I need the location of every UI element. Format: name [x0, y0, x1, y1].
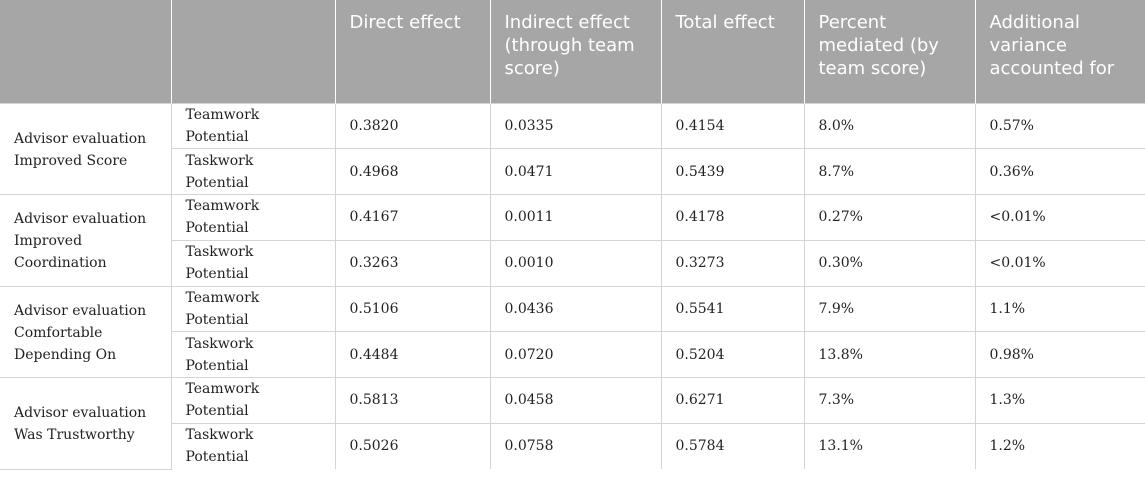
direct-effect-cell: 0.5026 — [334, 422, 491, 469]
header-additional-variance: Additional variance accounted for — [974, 0, 1145, 103]
potential-cell: Taskwork Potential — [171, 148, 336, 195]
direct-effect-cell: 0.5106 — [334, 285, 491, 333]
table-row: Advisor evaluation Improved Coordination… — [0, 194, 1145, 287]
percent-mediated-cell: 13.8% — [803, 331, 976, 378]
additional-variance-cell: 1.3% — [974, 377, 1145, 424]
total-effect-cell: 0.4178 — [660, 194, 805, 241]
direct-effect-cell: 0.5813 — [334, 377, 491, 424]
potential-cell: Teamwork Potential — [170, 377, 336, 424]
indirect-effect-cell: 0.0436 — [489, 285, 662, 333]
total-effect-cell: 0.4154 — [660, 102, 805, 150]
additional-variance-cell: 0.98% — [974, 331, 1145, 378]
potential-cell: Taskwork Potential — [171, 239, 336, 287]
table-row: Taskwork Potential 0.4484 0.0720 0.5204 … — [0, 331, 1145, 378]
table-row: Advisor evaluation Was Trustworthy Teamw… — [0, 377, 1145, 470]
potential-cell: Teamwork Potential — [170, 102, 336, 150]
additional-variance-cell: <0.01% — [974, 239, 1145, 287]
direct-effect-cell: 0.4968 — [334, 148, 491, 195]
header-indirect-effect: Indirect effect (through team score) — [489, 0, 661, 103]
group-label: Advisor evaluation Comfortable Depending… — [0, 285, 172, 378]
table-row: Taskwork Potential 0.4968 0.0471 0.5439 … — [0, 148, 1145, 195]
potential-cell: Teamwork Potential — [170, 194, 336, 241]
indirect-effect-cell: 0.0011 — [489, 194, 662, 241]
indirect-effect-cell: 0.0758 — [489, 422, 662, 469]
direct-effect-cell: 0.4484 — [334, 331, 491, 378]
indirect-effect-cell: 0.0458 — [489, 377, 662, 424]
total-effect-cell: 0.5541 — [660, 285, 805, 333]
total-effect-cell: 0.5439 — [660, 148, 805, 195]
group-label: Advisor evaluation Was Trustworthy — [0, 377, 172, 470]
direct-effect-cell: 0.3263 — [334, 239, 491, 287]
additional-variance-cell: 0.36% — [974, 148, 1145, 195]
additional-variance-cell: 1.2% — [974, 422, 1145, 469]
percent-mediated-cell: 0.27% — [803, 194, 976, 241]
indirect-effect-cell: 0.0471 — [489, 148, 662, 195]
direct-effect-cell: 0.4167 — [334, 194, 491, 241]
percent-mediated-cell: 8.0% — [803, 102, 976, 150]
total-effect-cell: 0.6271 — [660, 377, 805, 424]
table-header-row: Direct effect Indirect effect (through t… — [0, 0, 1145, 103]
group-label: Advisor evaluation Improved Coordination — [0, 194, 172, 287]
total-effect-cell: 0.5784 — [660, 422, 805, 469]
percent-mediated-cell: 7.9% — [803, 285, 976, 333]
percent-mediated-cell: 8.7% — [803, 148, 976, 195]
header-percent-mediated: Percent mediated (by team score) — [803, 0, 975, 103]
direct-effect-cell: 0.3820 — [334, 102, 491, 150]
additional-variance-cell: 0.57% — [974, 102, 1145, 150]
group-label: Advisor evaluation Improved Score — [0, 102, 172, 195]
header-total-effect: Total effect — [660, 0, 804, 103]
total-effect-cell: 0.5204 — [660, 331, 805, 378]
potential-cell: Teamwork Potential — [170, 285, 336, 333]
table-row: Taskwork Potential 0.5026 0.0758 0.5784 … — [0, 422, 1145, 469]
header-potential-blank — [170, 0, 335, 103]
indirect-effect-cell: 0.0335 — [489, 102, 662, 150]
additional-variance-cell: 1.1% — [974, 285, 1145, 333]
mediation-results-table: Direct effect Indirect effect (through t… — [0, 0, 1145, 470]
potential-cell: Taskwork Potential — [171, 331, 336, 378]
percent-mediated-cell: 0.30% — [803, 239, 976, 287]
header-direct-effect: Direct effect — [334, 0, 490, 103]
additional-variance-cell: <0.01% — [974, 194, 1145, 241]
potential-cell: Taskwork Potential — [171, 422, 336, 469]
table-row: Advisor evaluation Improved Score Teamwo… — [0, 102, 1145, 195]
table-row: Advisor evaluation Comfortable Depending… — [0, 285, 1145, 378]
percent-mediated-cell: 13.1% — [803, 422, 976, 469]
header-group-blank — [0, 0, 171, 103]
indirect-effect-cell: 0.0720 — [489, 331, 662, 378]
table-row: Taskwork Potential 0.3263 0.0010 0.3273 … — [0, 239, 1145, 287]
percent-mediated-cell: 7.3% — [803, 377, 976, 424]
total-effect-cell: 0.3273 — [660, 239, 805, 287]
indirect-effect-cell: 0.0010 — [489, 239, 662, 287]
